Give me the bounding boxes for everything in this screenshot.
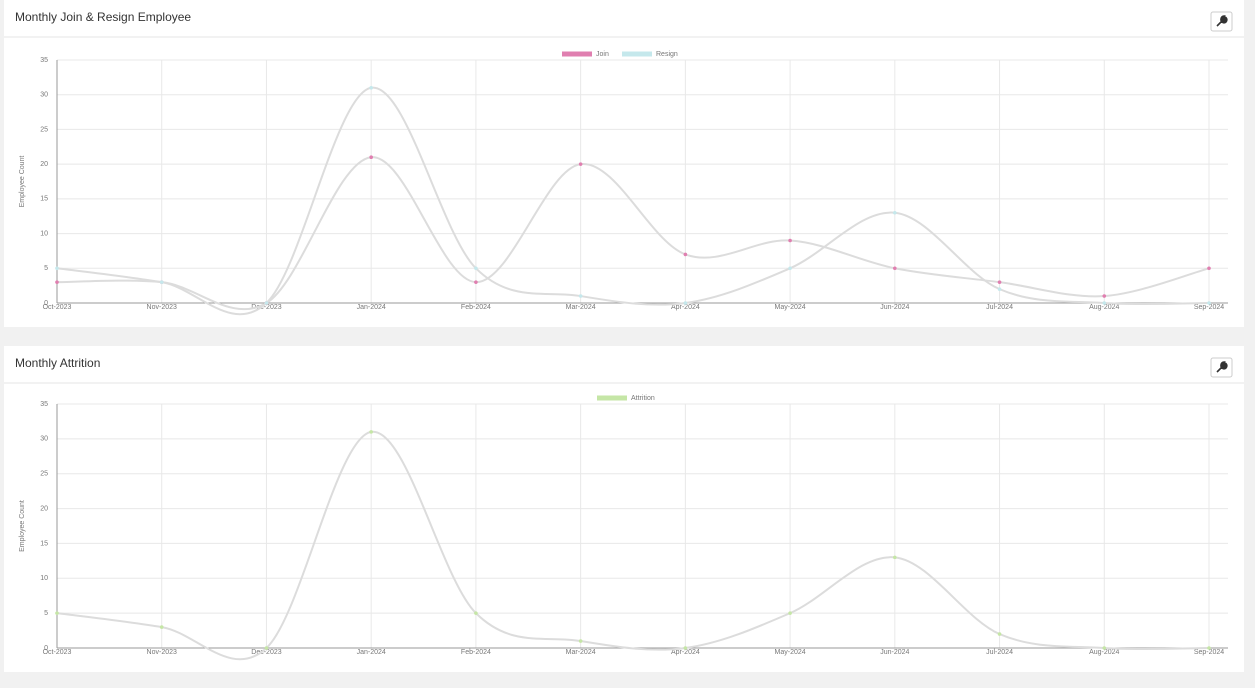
y-tick-label: 25	[40, 126, 48, 133]
point	[683, 301, 688, 305]
y-tick-label: 0	[44, 645, 48, 652]
point	[893, 266, 897, 271]
wrench-icon	[1216, 15, 1228, 27]
point	[264, 301, 269, 305]
point	[893, 555, 897, 560]
x-tick-label: Oct-2023	[43, 304, 72, 311]
x-tick-label: Oct-2023	[43, 649, 72, 656]
point	[55, 280, 59, 284]
point	[55, 266, 59, 271]
panel-title: Monthly Attrition	[15, 356, 100, 370]
y-tick-label: 10	[40, 575, 48, 582]
point	[578, 294, 583, 298]
y-tick-label: 30	[40, 92, 48, 99]
x-tick-label: May-2024	[775, 304, 806, 311]
y-tick-label: 20	[40, 505, 48, 512]
x-tick-label: Feb-2024	[461, 304, 491, 311]
x-tick-label: Jan-2024	[357, 304, 386, 311]
x-tick-label: Mar-2024	[566, 649, 596, 656]
point	[997, 632, 1002, 636]
x-tick-label: Jun-2024	[880, 304, 909, 311]
point	[683, 252, 688, 257]
settings-button[interactable]	[1210, 11, 1233, 32]
x-tick-label: Apr-2024	[671, 304, 700, 311]
y-axis-label: Employee Count	[19, 156, 26, 208]
panel-title: Monthly Join & Resign Employee	[15, 10, 191, 24]
y-tick-label: 15	[40, 540, 48, 547]
y-tick-label: 5	[44, 265, 48, 272]
point	[788, 266, 792, 271]
legend-label: Attrition	[631, 395, 655, 402]
x-tick-label: May-2024	[775, 649, 806, 656]
x-tick-label: Dec-2023	[251, 649, 281, 656]
point	[1102, 294, 1107, 298]
x-tick-label: Jan-2024	[357, 649, 386, 656]
x-tick-label: Apr-2024	[671, 649, 700, 656]
x-tick-label: Aug-2024	[1089, 649, 1119, 656]
x-tick-label: Sep-2024	[1194, 304, 1224, 311]
y-tick-label: 10	[40, 230, 48, 237]
y-tick-label: 30	[40, 436, 48, 443]
point	[1102, 646, 1107, 650]
point	[788, 238, 792, 243]
x-tick-label: Jul-2024	[986, 649, 1013, 656]
point	[1207, 646, 1211, 650]
x-tick-label: Nov-2023	[147, 304, 177, 311]
x-tick-label: Jul-2024	[986, 304, 1013, 311]
y-tick-label: 15	[40, 196, 48, 203]
y-tick-label: 0	[44, 300, 48, 307]
point	[474, 266, 478, 271]
y-axis-label: Employee Count	[19, 500, 26, 552]
point	[893, 210, 897, 215]
point	[369, 430, 373, 434]
point	[578, 639, 583, 643]
x-tick-label: Nov-2023	[147, 649, 177, 656]
point	[369, 85, 373, 90]
settings-button[interactable]	[1210, 357, 1233, 378]
y-tick-label: 20	[40, 161, 48, 168]
x-tick-label: Jun-2024	[880, 649, 909, 656]
x-tick-label: Sep-2024	[1194, 649, 1224, 656]
point	[1102, 301, 1107, 305]
point	[997, 280, 1002, 284]
point	[997, 287, 1002, 291]
legend-swatch	[622, 51, 652, 57]
legend-label: Resign	[656, 51, 678, 58]
point	[683, 646, 688, 650]
y-tick-label: 35	[40, 57, 48, 64]
x-tick-label: Dec-2023	[251, 304, 281, 311]
point	[159, 625, 164, 629]
x-tick-label: Feb-2024	[461, 649, 491, 656]
point	[369, 155, 373, 159]
y-tick-label: 25	[40, 471, 48, 478]
point	[1207, 266, 1211, 271]
point	[788, 611, 792, 615]
point	[474, 611, 478, 615]
panel	[4, 0, 1244, 327]
y-tick-label: 5	[44, 610, 48, 617]
point	[1207, 301, 1211, 305]
legend-label: Join	[596, 51, 609, 58]
legend-swatch	[597, 395, 627, 401]
x-tick-label: Aug-2024	[1089, 304, 1119, 311]
point	[55, 611, 59, 615]
point	[264, 646, 269, 650]
wrench-icon	[1216, 361, 1228, 373]
point	[474, 280, 478, 284]
point	[578, 162, 583, 166]
x-tick-label: Mar-2024	[566, 304, 596, 311]
point	[159, 280, 164, 284]
y-tick-label: 35	[40, 401, 48, 408]
legend-swatch	[562, 51, 592, 57]
